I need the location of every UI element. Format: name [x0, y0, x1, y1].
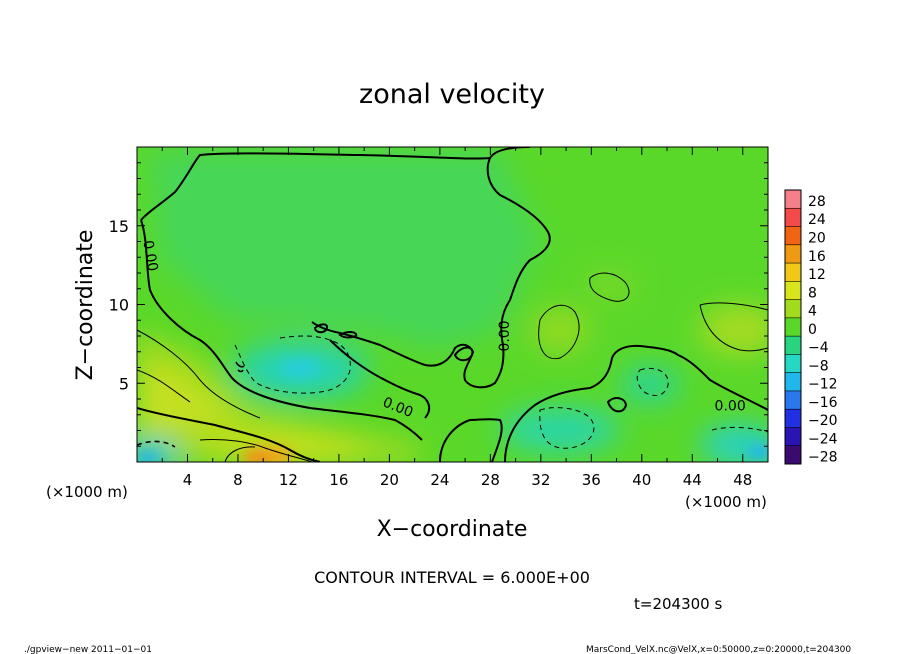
x-tick-label: 8 [233, 471, 243, 489]
footer-right: MarsCond_VelX.nc@VelX,x=0:50000,z=0:2000… [586, 645, 851, 654]
colorbar-cell [785, 281, 801, 300]
colorbar-cell [785, 299, 801, 318]
y-axis: 5 10 15 [109, 162, 768, 447]
x-tick-label: 48 [733, 471, 752, 489]
x-tick-label: 28 [481, 471, 500, 489]
colorbar-cell [785, 336, 801, 355]
colorbar-label: −20 [808, 413, 838, 429]
colorbar-cell [785, 409, 801, 428]
colorbar: 28 24 20 16 12 8 4 0 −4 −8 −12 −16 −20 −24 −28 [784, 189, 838, 466]
x-tick-label: 36 [582, 471, 601, 489]
colorbar-label: 8 [808, 285, 817, 301]
colorbar-cell [785, 354, 801, 373]
colorbar-label: 0 [808, 322, 817, 338]
contour-label: 0.00 [497, 320, 513, 351]
colorbar-cell [785, 427, 801, 446]
x-tick-label: 40 [632, 471, 651, 489]
contour-label-text: 0.00 [139, 239, 160, 272]
y-tick-label: 5 [119, 374, 129, 393]
x-tick-label: 44 [683, 471, 702, 489]
contour-interval-text: CONTOUR INTERVAL = 6.000E+00 [314, 568, 590, 587]
colorbar-label: −28 [808, 450, 838, 466]
colorbar-label: 20 [808, 230, 826, 246]
contour-label-text: 0.00 [497, 320, 513, 351]
colorbar-cell [785, 372, 801, 391]
contour-lines [137, 147, 768, 462]
x-tick-label: 4 [183, 471, 193, 489]
colorbar-cell [785, 244, 801, 264]
plot-area: 0.000.000.000.00 [137, 147, 768, 462]
contour-label-text: 0.00 [715, 398, 746, 414]
x-tick-label: 20 [380, 471, 399, 489]
contour-label: 0.00 [715, 398, 746, 414]
time-text: t=204300 s [634, 595, 722, 613]
colorbar-label: −16 [808, 395, 838, 411]
y-tick-label: 10 [109, 296, 129, 315]
colorbar-cell [785, 226, 801, 245]
colorbar-label: 28 [808, 194, 826, 210]
colorbar-cell [785, 190, 801, 209]
x-axis-label: X−coordinate [377, 517, 528, 542]
colorbar-cell [785, 390, 801, 410]
colorbar-label: −4 [808, 340, 829, 356]
colorbar-cell [785, 317, 801, 337]
x-tick-label: 24 [430, 471, 449, 489]
x-tick-label: 16 [329, 471, 348, 489]
colorbar-cell [785, 445, 801, 464]
colorbar-label: 24 [808, 212, 826, 228]
x-axis: 4 8 12 16 20 24 28 32 36 40 44 48 [161, 147, 752, 489]
colorbar-label: 4 [808, 304, 817, 320]
x-tick-label: 32 [531, 471, 550, 489]
y-axis-label: Z−coordinate [73, 230, 98, 381]
colorbar-label: −8 [808, 358, 829, 374]
contour-zero-main [140, 147, 551, 441]
heat-field [137, 150, 768, 462]
contour-label: 0.00 [139, 239, 160, 272]
x-unit-left: (×1000 m) [46, 483, 128, 501]
x-tick-label: 12 [279, 471, 298, 489]
colorbar-label: 16 [808, 249, 826, 265]
colorbar-cell [785, 263, 801, 282]
colorbar-label: −24 [808, 431, 838, 447]
colorbar-label: −12 [808, 377, 838, 393]
footer-left: ./gpview−new 2011−01−01 [24, 645, 152, 654]
x-unit-right: (×1000 m) [685, 493, 767, 511]
chart-title: zonal velocity [359, 79, 545, 110]
colorbar-cell [785, 208, 801, 227]
colorbar-label: 12 [808, 267, 826, 283]
y-tick-label: 15 [109, 217, 129, 236]
